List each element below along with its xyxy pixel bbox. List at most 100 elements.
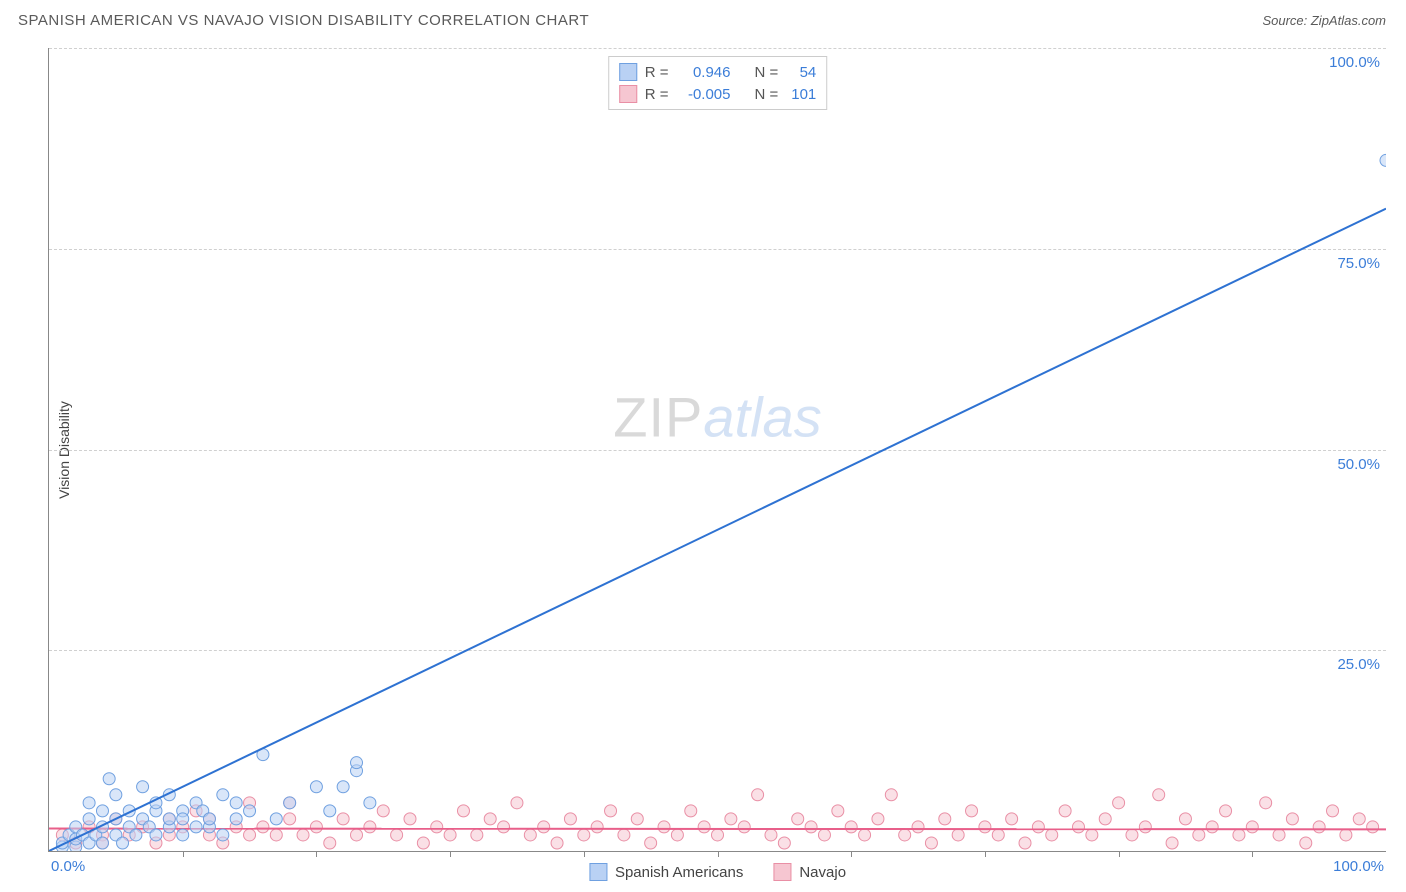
data-point [765, 829, 777, 841]
data-point [110, 789, 122, 801]
header: SPANISH AMERICAN VS NAVAJO VISION DISABI… [0, 0, 1406, 37]
data-point [725, 813, 737, 825]
chart-title: SPANISH AMERICAN VS NAVAJO VISION DISABI… [18, 12, 589, 29]
x-axis-max-label: 100.0% [1333, 858, 1384, 875]
data-point [351, 829, 363, 841]
data-point [257, 821, 269, 833]
data-point [404, 813, 416, 825]
data-point [564, 813, 576, 825]
data-point [324, 837, 336, 849]
data-point [1006, 813, 1018, 825]
data-point [137, 781, 149, 793]
data-point [310, 821, 322, 833]
data-point [885, 789, 897, 801]
data-point [1313, 821, 1325, 833]
data-point [324, 805, 336, 817]
data-point [1072, 821, 1084, 833]
swatch-spanish-icon [589, 863, 607, 881]
data-point [297, 829, 309, 841]
n-value-navajo: 101 [786, 86, 816, 103]
data-point [551, 837, 563, 849]
data-point [605, 805, 617, 817]
data-point [671, 829, 683, 841]
data-point [792, 813, 804, 825]
data-point [1126, 829, 1138, 841]
data-point [805, 821, 817, 833]
scatter-plot [49, 48, 1386, 851]
data-point [1220, 805, 1232, 817]
data-point [1380, 154, 1386, 166]
data-point [939, 813, 951, 825]
data-point [444, 829, 456, 841]
data-point [1032, 821, 1044, 833]
data-point [845, 821, 857, 833]
data-point [498, 821, 510, 833]
data-point [859, 829, 871, 841]
correlation-legend: R = 0.946 N = 54 R = -0.005 N = 101 [608, 56, 828, 110]
data-point [83, 813, 95, 825]
data-point [618, 829, 630, 841]
x-tick [1252, 851, 1253, 857]
data-point [1233, 829, 1245, 841]
data-point [230, 813, 242, 825]
r-value-navajo: -0.005 [677, 86, 731, 103]
data-point [631, 813, 643, 825]
data-point [244, 829, 256, 841]
x-tick [584, 851, 585, 857]
x-tick [316, 851, 317, 857]
data-point [190, 821, 202, 833]
data-point [217, 789, 229, 801]
data-point [658, 821, 670, 833]
data-point [1300, 837, 1312, 849]
data-point [966, 805, 978, 817]
x-tick [985, 851, 986, 857]
data-point [377, 805, 389, 817]
data-point [524, 829, 536, 841]
data-point [912, 821, 924, 833]
data-point [979, 821, 991, 833]
trend-line [49, 209, 1386, 851]
data-point [351, 757, 363, 769]
x-axis-min-label: 0.0% [51, 858, 85, 875]
data-point [1206, 821, 1218, 833]
data-point [899, 829, 911, 841]
data-point [417, 837, 429, 849]
data-point [203, 813, 215, 825]
data-point [1246, 821, 1258, 833]
x-tick [851, 851, 852, 857]
data-point [130, 829, 142, 841]
data-point [270, 813, 282, 825]
data-point [337, 781, 349, 793]
data-point [1086, 829, 1098, 841]
data-point [96, 837, 108, 849]
data-point [364, 821, 376, 833]
plot-area: Vision Disability 25.0%50.0%75.0%100.0% … [48, 48, 1386, 852]
data-point [778, 837, 790, 849]
swatch-navajo-icon [773, 863, 791, 881]
swatch-spanish-icon [619, 63, 637, 81]
data-point [1340, 829, 1352, 841]
data-point [1019, 837, 1031, 849]
data-point [117, 837, 129, 849]
legend-label-navajo: Navajo [799, 864, 846, 881]
data-point [1193, 829, 1205, 841]
data-point [284, 797, 296, 809]
data-point [685, 805, 697, 817]
data-point [538, 821, 550, 833]
data-point [818, 829, 830, 841]
data-point [832, 805, 844, 817]
data-point [217, 829, 229, 841]
data-point [177, 813, 189, 825]
data-point [925, 837, 937, 849]
data-point [1273, 829, 1285, 841]
data-point [391, 829, 403, 841]
data-point [163, 813, 175, 825]
data-point [952, 829, 964, 841]
data-point [1353, 813, 1365, 825]
source-attribution: Source: ZipAtlas.com [1262, 13, 1386, 28]
data-point [1113, 797, 1125, 809]
trend-line [49, 829, 1386, 830]
data-point [270, 829, 282, 841]
x-tick [1119, 851, 1120, 857]
data-point [698, 821, 710, 833]
